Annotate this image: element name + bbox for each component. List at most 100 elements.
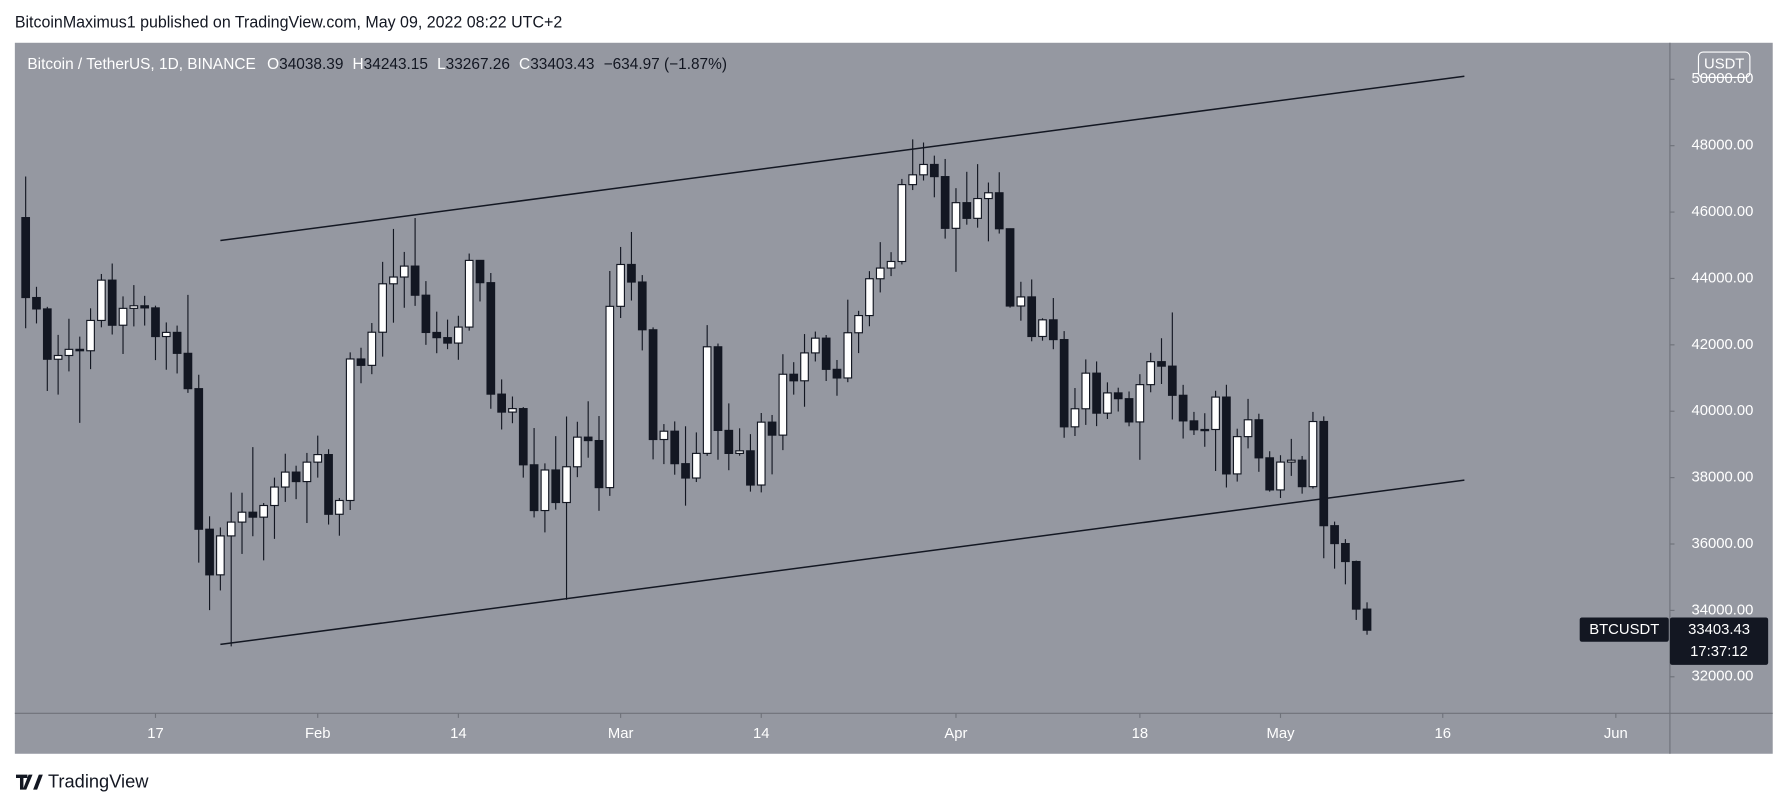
- candle-body: [237, 511, 247, 523]
- candle-body: [616, 263, 625, 307]
- candle-body: [486, 282, 496, 395]
- candle-body: [280, 471, 290, 488]
- y-tick-label: 34000.00: [1692, 601, 1754, 618]
- candle-body: [194, 388, 204, 530]
- candle-body: [1341, 542, 1350, 563]
- candle-body: [659, 430, 669, 441]
- candle-body: [637, 281, 647, 331]
- y-tick-label: 42000.00: [1692, 336, 1754, 353]
- candle-body: [1070, 408, 1080, 428]
- candle-body: [421, 294, 431, 334]
- trendline: [220, 75, 1465, 242]
- x-tick-label: Apr: [944, 725, 967, 742]
- candle-body: [865, 278, 874, 317]
- y-tick-label: 38000.00: [1692, 468, 1754, 485]
- candle-body: [540, 469, 550, 512]
- candle-body: [929, 163, 939, 178]
- candle-body: [270, 486, 279, 507]
- candle-body: [1038, 319, 1047, 338]
- candle-body: [1232, 436, 1242, 475]
- candle-body: [1222, 396, 1231, 475]
- candle-body: [226, 521, 236, 537]
- candle-body: [1103, 392, 1112, 414]
- candle-body: [951, 202, 961, 229]
- candle-body: [1265, 457, 1275, 491]
- publish-header: BitcoinMaximus1 published on TradingView…: [15, 13, 562, 31]
- candle-body: [497, 393, 506, 413]
- legend-ohlc-value: 34038.39: [279, 56, 343, 73]
- candle-body: [1157, 361, 1166, 367]
- candle-body: [399, 265, 409, 278]
- candle-body: [1297, 459, 1307, 488]
- currency-button-label[interactable]: USDT: [1704, 56, 1744, 73]
- candle-body: [789, 373, 799, 382]
- candle-body: [1016, 296, 1026, 307]
- candle-body: [53, 354, 63, 360]
- candle-body: [1081, 372, 1091, 410]
- candle-body: [1276, 461, 1285, 491]
- candle-body: [1362, 608, 1372, 631]
- legend-ohlc-value: 34243.15: [364, 56, 428, 73]
- candle-body: [800, 352, 809, 382]
- candle-body: [832, 368, 842, 379]
- candle-body: [205, 528, 214, 576]
- candle-body: [248, 511, 258, 518]
- candle-body: [1189, 420, 1199, 431]
- tradingview-logo: [15, 774, 43, 790]
- y-tick-label: 32000.00: [1692, 668, 1754, 685]
- candle-body: [1048, 319, 1058, 341]
- x-tick-label: Feb: [305, 725, 331, 742]
- y-tick-label: 40000.00: [1692, 402, 1754, 419]
- candle-body: [583, 436, 593, 442]
- candle-body: [746, 450, 755, 486]
- candle-body: [443, 337, 452, 344]
- candle-body: [940, 176, 950, 229]
- legend-change: −634.97 (−1.87%): [604, 56, 727, 73]
- candle-body: [454, 326, 463, 344]
- candle-body: [64, 348, 74, 357]
- candle-body: [183, 352, 193, 390]
- candle-body: [919, 163, 928, 176]
- candle-body: [1135, 384, 1145, 423]
- candle-body: [97, 279, 106, 322]
- candle-body: [367, 331, 377, 366]
- legend-ohlc-value: 33403.43: [530, 56, 594, 73]
- candle-body: [681, 463, 690, 479]
- candle-body: [118, 307, 128, 326]
- price-tag-value: 33403.43: [1688, 621, 1750, 638]
- candle-body: [1113, 392, 1123, 400]
- candle-body: [313, 454, 323, 463]
- candle-body: [345, 358, 355, 502]
- candle-body: [1211, 396, 1220, 431]
- candle-body: [1319, 420, 1329, 527]
- candle-body: [518, 408, 528, 466]
- candle-body: [86, 319, 95, 352]
- candle-body: [410, 265, 420, 296]
- candle-body: [432, 331, 442, 339]
- candle-body: [1330, 525, 1339, 545]
- x-tick-label: 17: [147, 725, 164, 742]
- y-tick-label: 50000.00: [1692, 70, 1754, 87]
- trendline: [220, 479, 1465, 646]
- y-tick-label: 44000.00: [1692, 269, 1754, 286]
- candle-body: [129, 305, 139, 309]
- candle-body: [810, 337, 820, 354]
- candle-body: [994, 192, 1004, 230]
- candle-body: [756, 421, 766, 486]
- candle-body: [962, 202, 972, 219]
- currency-button[interactable]: [1697, 51, 1751, 79]
- candle-body: [1351, 560, 1361, 610]
- y-tick-label: 48000.00: [1692, 137, 1754, 154]
- x-tick-label: 16: [1435, 725, 1452, 742]
- candle-body: [908, 174, 918, 186]
- legend-title: Bitcoin / TetherUS, 1D, BINANCE: [27, 56, 255, 73]
- x-tick-label: Jun: [1604, 725, 1628, 742]
- legend-ohlc-label: O: [267, 56, 279, 73]
- candle-body: [1027, 296, 1037, 338]
- candle-body: [21, 217, 31, 299]
- candle-body: [886, 260, 896, 269]
- candle-body: [389, 276, 398, 285]
- candle-body: [648, 329, 658, 441]
